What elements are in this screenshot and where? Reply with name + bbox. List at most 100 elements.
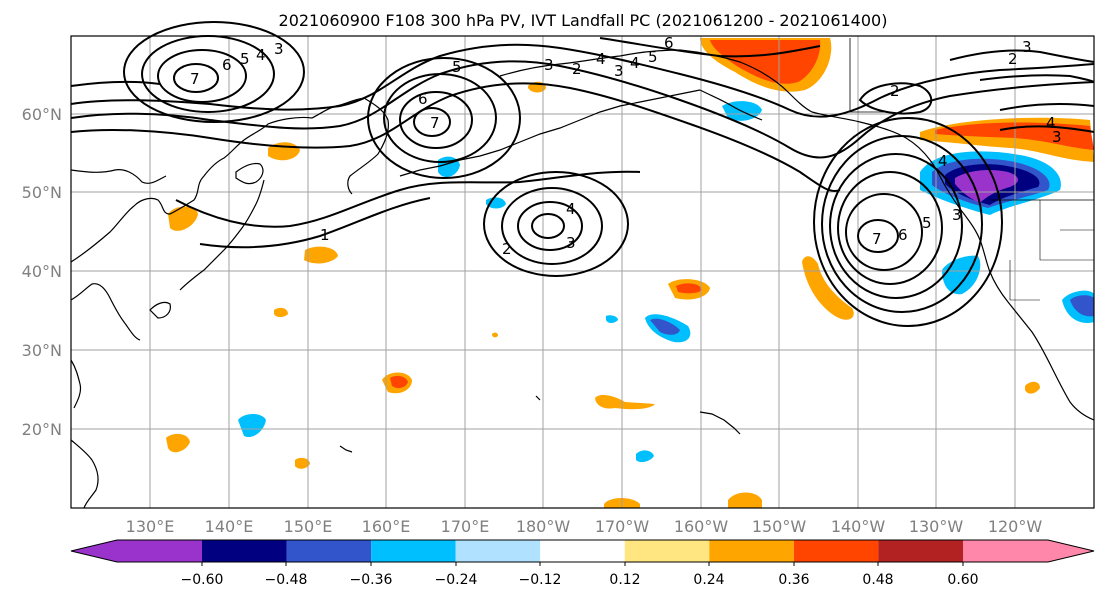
- colorbar-tick-label: −0.12: [519, 572, 562, 588]
- map-panel: 7 6 5 4 3 6 7 5 4 3 6 5 4 3 2 1 4 3 2 7 …: [70, 21, 1095, 509]
- contour-label: 2: [572, 60, 582, 78]
- contour-line: [999, 102, 1095, 111]
- contour-line: [399, 91, 473, 149]
- colorbar-segment: [286, 540, 372, 562]
- map-frame: [70, 35, 1095, 509]
- lat-label: 40°N: [22, 262, 62, 281]
- contour-label: 5: [240, 50, 250, 68]
- contour-label: 5: [648, 48, 658, 66]
- contour-line: [173, 63, 219, 93]
- contour-line: [829, 153, 963, 299]
- lon-label: 170°W: [595, 517, 650, 536]
- lat-label: 50°N: [22, 183, 62, 202]
- contour-label: 2: [502, 240, 512, 258]
- map-title: 2021060900 F108 300 hPa PV, IVT Landfall…: [279, 11, 888, 30]
- positive-anomaly-region: [1025, 381, 1040, 394]
- colorbar-tick-label: 0.12: [609, 572, 640, 588]
- contour-label: 6: [664, 34, 674, 52]
- colorbar-segment: [793, 540, 879, 562]
- contour-label: 5: [922, 214, 932, 232]
- north-america-coastline: [943, 183, 1095, 421]
- lon-label: 160°W: [674, 517, 729, 536]
- political-border: [1039, 200, 1094, 261]
- contour-line: [979, 74, 1095, 83]
- contour-label: 2: [890, 82, 900, 100]
- colorbar-segment: [371, 540, 456, 562]
- contour-line: [599, 37, 821, 58]
- lon-label: 160°E: [362, 517, 411, 536]
- aleutian-islands: [399, 89, 701, 177]
- contour-line: [501, 187, 603, 265]
- contour-label: 3: [1052, 128, 1062, 146]
- positive-anomaly-region: [492, 332, 498, 338]
- contour-line: [845, 193, 923, 271]
- lon-label: 120°W: [988, 517, 1043, 536]
- contour-line: [858, 82, 933, 115]
- colorbar-ticks: [201, 562, 964, 566]
- positive-anomaly-region: [728, 492, 762, 508]
- contour-line: [123, 21, 305, 123]
- positive-anomaly-region: [802, 256, 854, 320]
- asia-coastline: [70, 283, 141, 341]
- colorbar-segment: [878, 540, 963, 562]
- negative-anomaly-region: [238, 414, 266, 438]
- colorbar-segment: [455, 540, 541, 562]
- colorbar-segments: [70, 539, 1095, 563]
- contour-label: 6: [898, 226, 908, 244]
- japan-coastline: [149, 301, 171, 319]
- contour-label: 4: [256, 46, 266, 64]
- contour-line: [483, 171, 629, 277]
- contour-line: [70, 60, 1095, 159]
- positive-anomaly-region: [595, 395, 655, 410]
- colorbar-segment: [624, 540, 710, 562]
- contour-line: [857, 219, 899, 253]
- contour-label: 4: [938, 152, 948, 170]
- positive-anomaly-region: [295, 457, 310, 469]
- contour-line: [999, 125, 1095, 133]
- contour-line: [813, 117, 1003, 327]
- contour-label: 7: [430, 114, 440, 132]
- colorbar-tick-label: −0.48: [265, 572, 308, 588]
- contour-label: 7: [190, 70, 200, 88]
- lon-label: 150°W: [752, 517, 807, 536]
- contour-label: 4: [630, 54, 640, 72]
- negative-anomaly-region: [606, 315, 618, 323]
- lat-label: 20°N: [22, 420, 62, 439]
- asia-coastline: [70, 439, 99, 509]
- colorbar-tick-label: −0.36: [350, 572, 393, 588]
- contour-label: 3: [274, 40, 284, 58]
- positive-anomaly-region: [168, 206, 198, 231]
- contour-line: [157, 49, 247, 103]
- colorbar-tick-label: 0.60: [947, 572, 978, 588]
- longitude-labels: 130°E 140°E 150°E 160°E 170°E 180°W 170°…: [126, 517, 1043, 536]
- contour-label: 3: [544, 56, 554, 74]
- contour-label: 2: [1008, 50, 1018, 68]
- pacific-islands: [535, 395, 541, 401]
- asia-coastline: [70, 97, 365, 263]
- contour-line: [367, 57, 521, 179]
- contour-line: [70, 82, 841, 192]
- kamchatka-coastline: [347, 97, 389, 195]
- contour-label: 3: [952, 206, 962, 224]
- colorbar-segment: [540, 540, 625, 562]
- contour-line: [70, 43, 1095, 118]
- contour-line: [199, 197, 431, 249]
- pv-contours: [70, 21, 1095, 327]
- contour-label: 6: [418, 90, 428, 108]
- colorbar-segment: [709, 540, 794, 562]
- contour-label: 4: [596, 50, 606, 68]
- hawaii-islands: [699, 411, 741, 435]
- positive-anomaly-region: [676, 283, 702, 294]
- contour-line: [517, 201, 583, 251]
- colorbar-tick-labels: −0.60 −0.48 −0.36 −0.24 −0.12 0.12 0.24 …: [181, 572, 979, 588]
- lat-label: 30°N: [22, 341, 62, 360]
- colorbar-tick-label: 0.36: [778, 572, 809, 588]
- contour-label: 1: [320, 226, 330, 244]
- contour-line: [175, 170, 641, 228]
- asia-coastline: [70, 359, 82, 409]
- colorbar-tick-label: 0.48: [862, 572, 893, 588]
- colorbar-outline: [70, 539, 1095, 563]
- colorbar: −0.60 −0.48 −0.36 −0.24 −0.12 0.12 0.24 …: [70, 539, 1095, 588]
- lon-label: 150°E: [284, 517, 333, 536]
